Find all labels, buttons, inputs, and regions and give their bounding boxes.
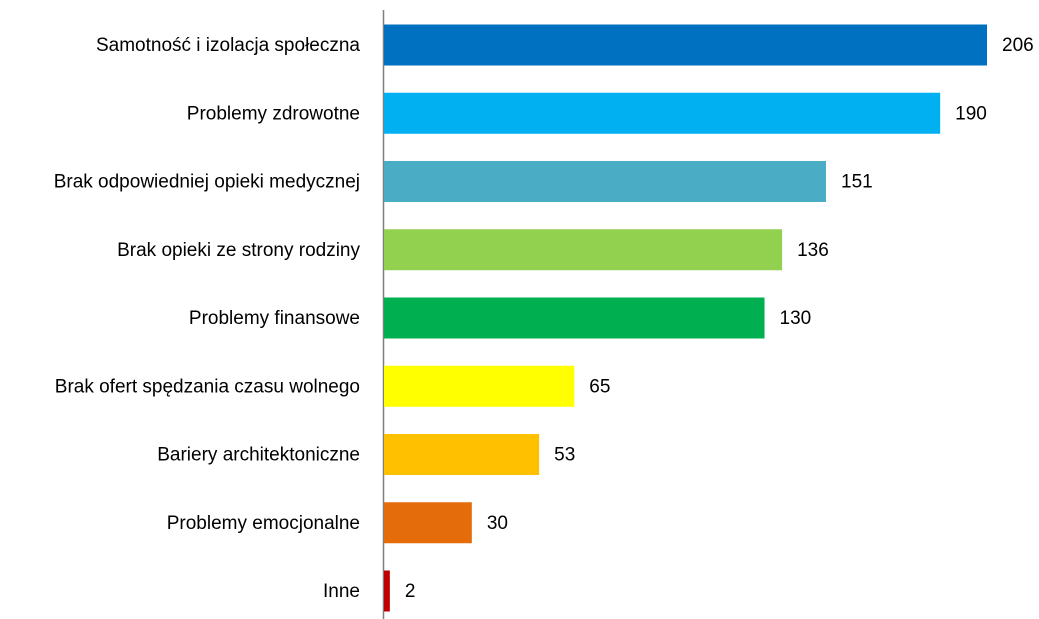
category-label: Inne [323, 581, 360, 602]
category-label: Brak opieki ze strony rodziny [117, 240, 360, 261]
bar [384, 161, 827, 202]
data-label: 65 [589, 376, 610, 397]
bar [384, 229, 783, 271]
category-label: Problemy zdrowotne [187, 103, 360, 124]
data-label: 2 [405, 581, 416, 602]
bar [384, 297, 765, 339]
category-label: Problemy emocjonalne [167, 513, 360, 534]
data-label: 136 [797, 240, 829, 261]
data-label: 151 [841, 172, 873, 193]
data-label: 206 [1002, 35, 1034, 56]
data-label: 30 [487, 513, 508, 534]
bar [384, 570, 390, 612]
category-label: Brak ofert spędzania czasu wolnego [55, 376, 360, 397]
bar [384, 434, 540, 475]
bar [384, 92, 941, 134]
category-label: Problemy finansowe [189, 308, 360, 329]
category-label: Samotność i izolacja społeczna [96, 35, 360, 56]
category-label: Bariery architektoniczne [157, 445, 360, 466]
data-label: 53 [554, 445, 575, 466]
category-label: Brak odpowiedniej opieki medycznej [54, 172, 360, 193]
bar [384, 502, 472, 544]
bar [384, 24, 987, 66]
bar [384, 365, 575, 407]
data-label: 190 [955, 103, 987, 124]
data-label: 130 [780, 308, 812, 329]
